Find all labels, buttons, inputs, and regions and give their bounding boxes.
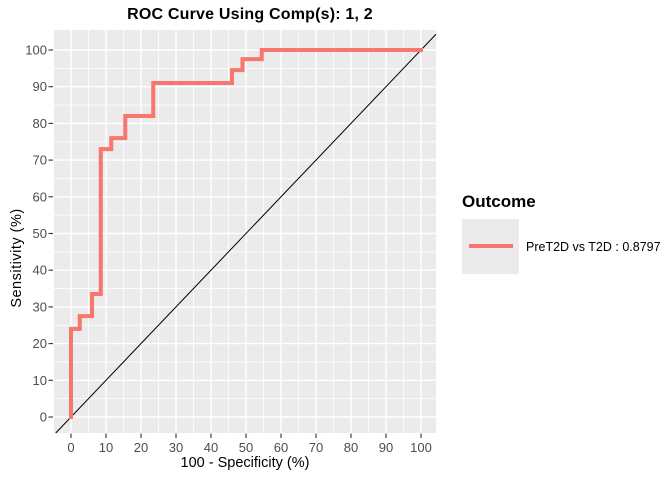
x-tick-label: 10 [99,440,113,455]
x-tick-label: 100 [410,440,432,455]
y-tick-label: 50 [33,226,47,241]
x-tick-label: 70 [309,440,323,455]
x-tick-label: 20 [134,440,148,455]
plot-title: ROC Curve Using Comp(s): 1, 2 [127,6,373,23]
plot-panel [54,30,436,433]
y-tick-label: 60 [33,189,47,204]
y-tick-label: 90 [33,79,47,94]
y-tick-label: 0 [40,410,47,425]
x-tick-label: 90 [379,440,393,455]
y-tick-label: 70 [33,153,47,168]
x-tick-label: 30 [169,440,183,455]
y-tick-label: 10 [33,373,47,388]
legend-entry-label: PreT2D vs T2D : 0.8797 [526,239,661,254]
y-tick-label: 100 [25,43,47,58]
x-tick-label: 50 [239,440,253,455]
x-tick-label: 80 [344,440,358,455]
x-axis-title: 100 - Specificity (%) [180,455,310,471]
y-tick-label: 80 [33,116,47,131]
y-axis-title: Sensitivity (%) [9,208,25,308]
y-tick-label: 30 [33,299,47,314]
legend-key [462,219,519,274]
y-tick-label: 20 [33,336,47,351]
x-tick-label: 0 [67,440,74,455]
x-tick-label: 40 [204,440,218,455]
y-tick-label: 40 [33,263,47,278]
legend-line-swatch [469,244,513,248]
legend-title: Outcome [462,192,536,211]
x-tick-label: 60 [274,440,288,455]
roc-curve [69,48,423,419]
reference-diagonal-line [55,33,437,434]
